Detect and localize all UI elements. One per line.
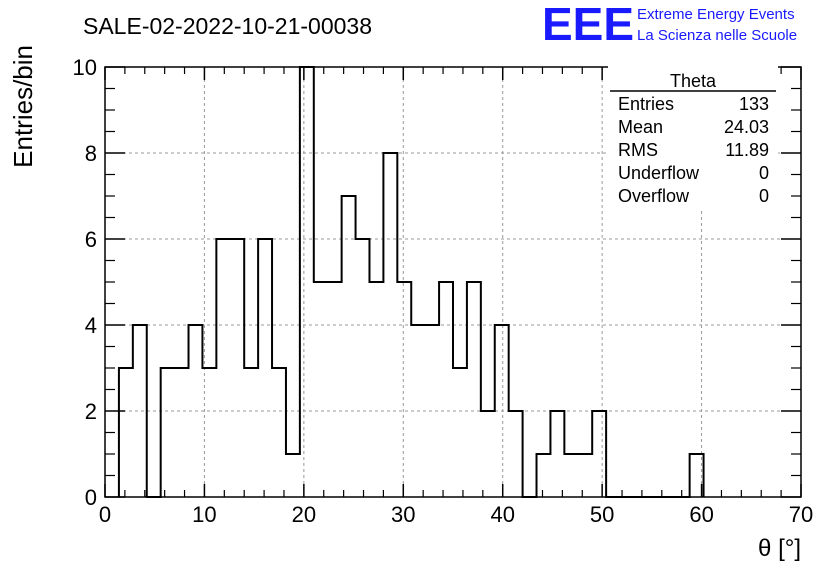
y-tick-labels: 0 2 4 6 8 10 [73, 55, 97, 510]
x-tick-label: 10 [192, 502, 216, 527]
stats-value: 11.89 [725, 140, 769, 160]
x-tick-label: 50 [590, 502, 614, 527]
eee-logo: EEE Extreme Energy Events La Scienza nel… [542, 0, 797, 50]
stats-value: 0 [759, 186, 769, 206]
y-axis-label: Entries/bin [8, 45, 38, 168]
stats-value: 133 [739, 94, 769, 114]
x-tick-label: 70 [789, 502, 813, 527]
stats-value: 0 [759, 163, 769, 183]
x-tick-label: 40 [490, 502, 514, 527]
stats-label: Underflow [618, 163, 700, 183]
stats-label: Mean [618, 117, 663, 137]
x-tick-label: 0 [99, 502, 111, 527]
logo-line-1: Extreme Energy Events [637, 6, 795, 23]
run-title: SALE-02-2022-10-21-00038 [83, 13, 372, 39]
x-tick-label: 30 [391, 502, 415, 527]
x-axis-label: θ [°] [758, 535, 801, 562]
stats-rows: Entries 133 Mean 24.03 RMS 11.89 Underflow 0 Ove… [618, 94, 769, 206]
stats-label: Entries [618, 94, 674, 114]
y-tick-label: 8 [85, 141, 97, 166]
x-tick-label: 20 [292, 502, 316, 527]
y-tick-label: 0 [85, 485, 97, 510]
stats-label: RMS [618, 140, 658, 160]
stats-value: 24.03 [724, 117, 769, 137]
stats-box-background [608, 66, 778, 210]
logo-letters: EEE [542, 0, 634, 50]
y-tick-label: 4 [85, 313, 97, 338]
x-tick-label: 60 [689, 502, 713, 527]
stats-title: Theta [670, 71, 717, 91]
logo-line-2: La Scienza nelle Scuole [637, 27, 797, 44]
histogram-line [117, 66, 705, 498]
stats-box: Theta Entries 133 Mean 24.03 RMS 11.89 Underfl… [608, 66, 778, 210]
x-tick-labels: 0 10 20 30 40 50 60 70 [99, 502, 813, 527]
y-tick-label: 2 [85, 399, 97, 424]
stats-label: Overflow [618, 186, 690, 206]
y-tick-label: 10 [73, 55, 97, 80]
y-tick-label: 6 [85, 227, 97, 252]
